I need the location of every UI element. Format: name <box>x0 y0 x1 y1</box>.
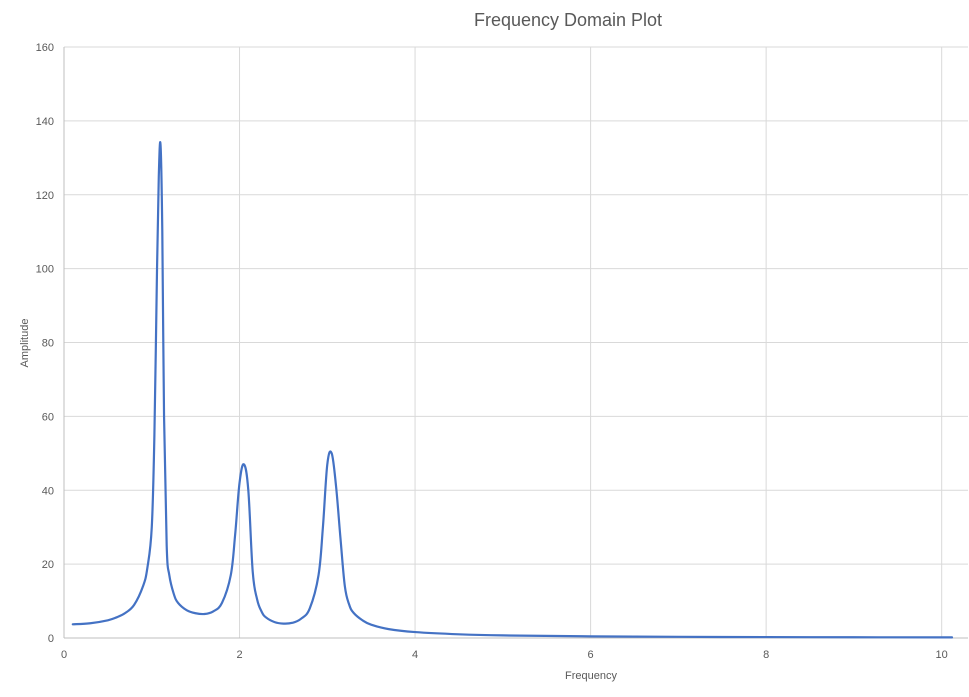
grid <box>64 46 968 638</box>
x-tick-label: 0 <box>61 649 67 661</box>
y-tick-label: 40 <box>42 485 54 497</box>
x-tick-label: 4 <box>412 649 418 661</box>
chart-title: Frequency Domain Plot <box>474 10 662 30</box>
y-tick-label: 20 <box>42 559 54 571</box>
tick-labels: 0 20 40 60 80 100 120 140 160 0 2 4 6 8 10 <box>36 42 948 661</box>
x-tick-label: 2 <box>236 649 242 661</box>
y-tick-label: 0 <box>48 633 54 645</box>
y-tick-label: 100 <box>36 264 54 276</box>
x-tick-label: 8 <box>763 649 769 661</box>
x-tick-label: 10 <box>936 649 948 661</box>
y-tick-label: 160 <box>36 42 54 54</box>
x-axis-label: Frequency <box>565 670 617 682</box>
y-axis-label: Amplitude <box>19 319 31 368</box>
series-layer <box>71 141 954 639</box>
y-tick-label: 120 <box>36 190 54 202</box>
x-tick-label: 6 <box>588 649 594 661</box>
y-tick-label: 60 <box>42 411 54 423</box>
y-tick-label: 140 <box>36 116 54 128</box>
y-tick-label: 80 <box>42 338 54 350</box>
series-line <box>71 141 954 639</box>
